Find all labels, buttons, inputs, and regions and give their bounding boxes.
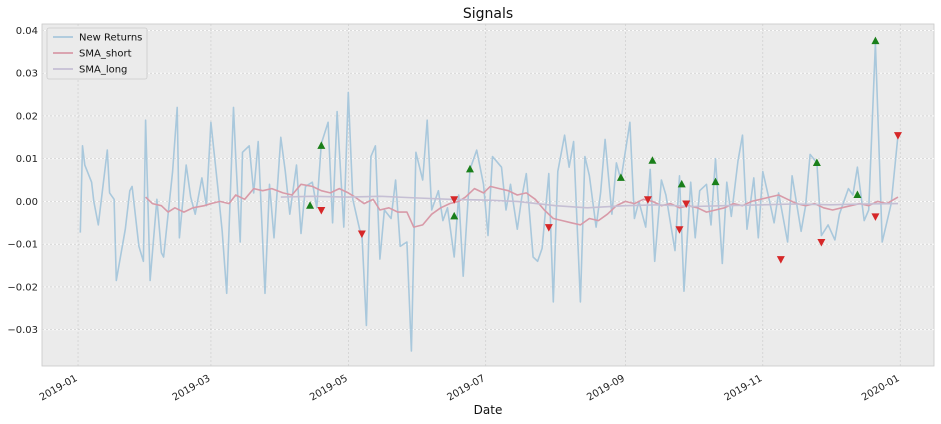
grid [42,24,934,366]
series-lines [79,42,899,352]
sell-signal-marker [893,132,902,140]
y-tick-label: −0.03 [7,325,38,336]
x-axis-ticks: 2019-01 2019-03 2019-05 2019-07 2019-09 2019-… [38,373,902,403]
series-line-sma-long [280,195,899,209]
sell-signal-marker [682,200,691,209]
legend: New Returns SMA_short SMA_long [46,27,148,80]
buy-signal-marker [648,156,657,164]
buy-signal-marker [677,179,686,188]
plot-background [41,23,935,367]
sell-signal-marker [450,196,459,204]
x-tick-label: 2019-03 [171,373,213,403]
y-tick-label: 0.02 [16,111,38,122]
series-line-sma-short [145,183,899,228]
series-line-new-returns [79,42,899,352]
y-tick-label: −0.01 [7,240,38,251]
y-axis-ticks: 0.04 0.03 0.02 0.01 0.00 −0.01 −0.02 −0.03 [7,26,38,336]
sell-signal-marker [776,256,785,264]
sell-signal-marker [317,206,326,215]
sell-signal-marker [675,226,684,234]
y-tick-label: 0.03 [16,69,38,80]
legend-label: SMA_short [79,49,132,60]
buy-signal-marker [616,173,625,181]
buy-signal-marker [812,158,821,166]
buy-signal-marker [465,164,474,173]
x-tick-label: 2019-01 [38,373,80,403]
buy-signal-marker [317,141,326,149]
sell-signal-marker [643,196,652,204]
legend-label: SMA_long [79,65,127,76]
buy-signal-marker [306,201,315,209]
sell-signal-marker [357,230,366,238]
y-tick-label: 0.01 [16,154,38,165]
chart-title: Signals [463,6,513,22]
x-tick-label: 2020-01 [860,373,902,403]
y-tick-label: 0.04 [16,26,38,37]
y-tick-label: 0.00 [16,197,38,208]
x-tick-label: 2019-11 [723,373,765,403]
sell-signal-marker [817,239,826,247]
legend-label: New Returns [79,33,142,44]
x-axis-label: Date [474,403,503,417]
sell-signal-marker [544,224,553,232]
legend-box [46,27,148,80]
y-tick-label: −0.02 [7,282,38,293]
sell-signal-marker [871,213,880,221]
buy-signal-marker [871,36,880,45]
x-tick-label: 2019-05 [308,373,350,403]
signal-markers [306,36,902,264]
buy-signal-marker [711,177,720,186]
x-tick-label: 2019-07 [446,373,488,403]
buy-signal-marker [450,211,459,220]
x-tick-label: 2019-09 [585,373,627,403]
buy-signal-marker [853,190,862,198]
